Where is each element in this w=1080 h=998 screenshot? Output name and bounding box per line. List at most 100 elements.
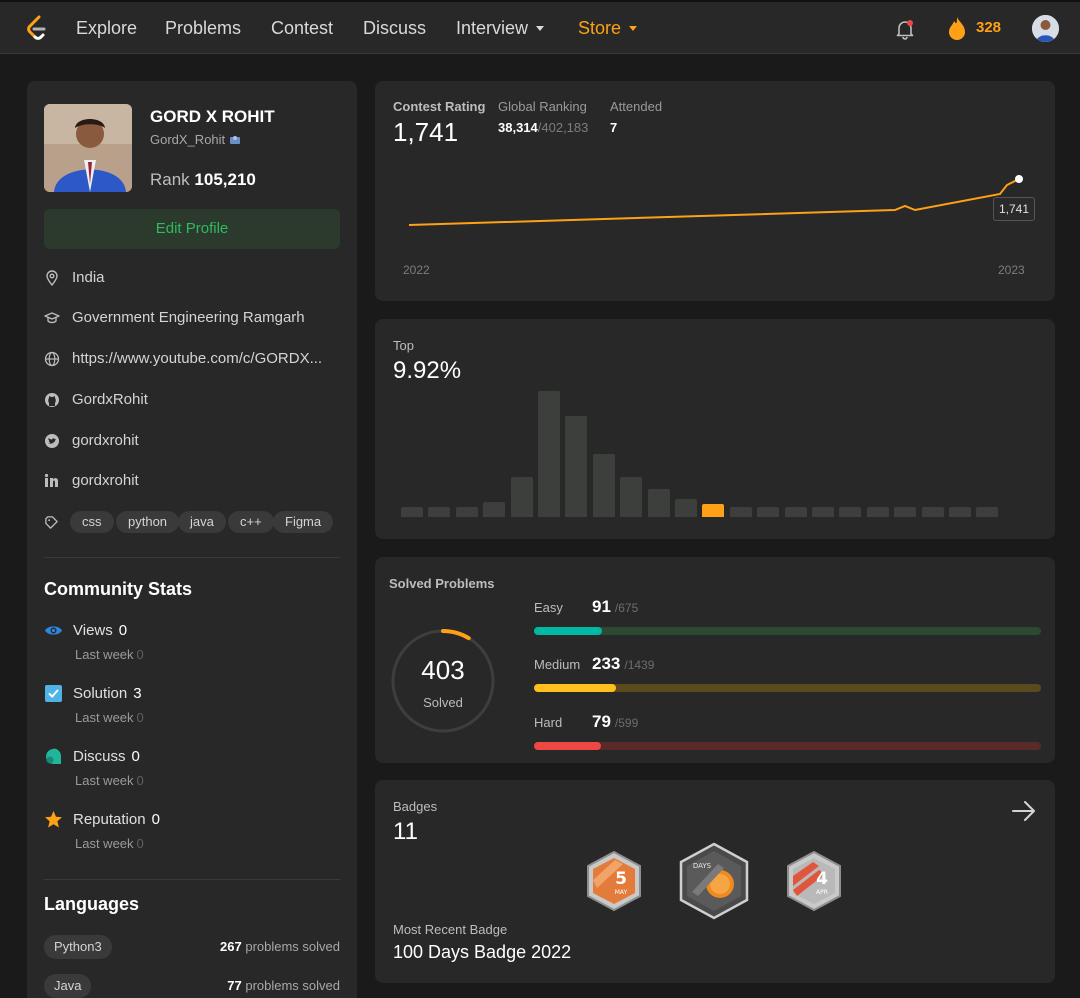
skill-tag[interactable]: python — [116, 511, 180, 533]
twitter-icon — [45, 434, 59, 448]
histogram-bar[interactable] — [401, 507, 423, 517]
nav-store-label: Store — [578, 18, 622, 38]
histogram-bar[interactable] — [839, 507, 862, 517]
twitter-link[interactable]: gordxrohit — [72, 432, 139, 449]
hard-label: Hard — [534, 715, 563, 730]
solved-problems-card: Solved Problems 403 Solved Easy 91/675 M… — [375, 557, 1055, 763]
location-pin-icon — [46, 270, 58, 286]
histogram-bar[interactable] — [812, 507, 834, 517]
top-percentage-card: Top 9.92% — [375, 319, 1055, 539]
histogram-bar[interactable] — [647, 489, 670, 517]
100-days-badge-text: DAYS — [693, 862, 712, 870]
hard-progress-track — [534, 742, 1041, 750]
reputation-last-week: Last week 0 — [75, 836, 144, 851]
medium-solved: 233 — [592, 654, 621, 673]
bell-icon[interactable] — [894, 18, 916, 40]
views-sub-value: 0 — [136, 647, 144, 662]
language-tag[interactable]: Java — [44, 974, 92, 998]
nav-contest[interactable]: Contest — [271, 18, 334, 38]
skill-tag[interactable]: Figma — [273, 511, 334, 533]
rating-tooltip: 1,741 — [993, 197, 1035, 221]
hard-count: 79/599 — [592, 712, 638, 732]
100-days-badge-icon[interactable]: DAYS — [678, 842, 750, 920]
histogram-bar[interactable] — [428, 507, 451, 517]
arrow-right-icon[interactable] — [1011, 800, 1037, 822]
top-label: Top — [393, 338, 414, 353]
histogram-bar[interactable] — [784, 507, 807, 517]
histogram-bar[interactable] — [675, 499, 697, 517]
easy-solved: 91 — [592, 597, 611, 616]
graduation-cap-icon — [44, 312, 60, 324]
linkedin-link[interactable]: gordxrohit — [72, 472, 139, 489]
leetcode-logo-icon[interactable] — [22, 14, 50, 42]
histogram-bar[interactable] — [565, 416, 588, 517]
avatar[interactable] — [1032, 15, 1059, 42]
histogram-bar[interactable] — [510, 477, 533, 517]
profile-card: GORD X ROHIT GordX_Rohit Rank 105,210 Ed… — [27, 81, 357, 998]
eye-icon — [45, 626, 62, 635]
histogram-bar[interactable] — [894, 507, 917, 517]
streak-count[interactable]: 328 — [976, 19, 1002, 36]
java-count: 77 — [227, 978, 242, 993]
easy-progress-fill — [534, 627, 603, 635]
medium-progress-track — [534, 684, 1041, 692]
edit-profile-button[interactable]: Edit Profile — [44, 209, 340, 249]
rank-label: Rank — [150, 170, 190, 189]
histogram-bar[interactable] — [620, 477, 643, 517]
rating-point[interactable] — [1015, 175, 1023, 183]
language-tag[interactable]: Python3 — [44, 935, 112, 959]
nav-explore[interactable]: Explore — [76, 18, 138, 38]
histogram-bar[interactable] — [921, 507, 944, 517]
skill-tag[interactable]: java — [178, 511, 226, 533]
rating-line-chart[interactable] — [375, 81, 1055, 301]
histogram-bar[interactable] — [729, 507, 752, 517]
solution-last-week: Last week 0 — [75, 710, 144, 725]
histogram-bar[interactable] — [592, 454, 615, 517]
nav-discuss[interactable]: Discuss — [363, 18, 427, 38]
may-badge-number: 5 — [615, 869, 627, 889]
global-ranking-value: 38,314/402,183 — [498, 120, 588, 135]
histogram-bar[interactable] — [455, 507, 478, 517]
discuss-sub-value: 0 — [136, 773, 144, 788]
top-nav: Explore Problems Contest Discuss Intervi… — [0, 0, 1080, 54]
website-link[interactable]: https://www.youtube.com/c/GORDX... — [72, 350, 323, 367]
tag-icon — [45, 516, 58, 529]
nav-problems[interactable]: Problems — [165, 18, 242, 38]
histogram-bar[interactable] — [866, 507, 889, 517]
stat-discuss-label: Discuss 0 — [73, 748, 140, 765]
discuss-value: 0 — [131, 748, 140, 765]
solution-label: Solution — [73, 685, 128, 702]
histogram-bar[interactable] — [483, 502, 506, 517]
badges-card: Badges 11 5 MAY DAYS 4 APR Most Recent B… — [375, 780, 1055, 983]
histogram-bar-current[interactable] — [702, 504, 725, 517]
histogram-bar[interactable] — [976, 507, 999, 517]
skill-tag[interactable]: css — [70, 511, 114, 533]
github-link[interactable]: GordxRohit — [72, 391, 148, 408]
school-text: Government Engineering Ramgarh — [72, 309, 305, 326]
nav-interview[interactable]: Interview — [456, 18, 545, 39]
solved-progress-arc — [391, 629, 495, 733]
profile-handle-text: GordX_Rohit — [150, 132, 226, 147]
reputation-label: Reputation — [73, 811, 146, 828]
checkbox-icon — [45, 685, 62, 702]
histogram-bar[interactable] — [757, 507, 780, 517]
skill-tag[interactable]: c++ — [228, 511, 274, 533]
fire-icon[interactable] — [946, 16, 968, 42]
views-label: Views — [73, 622, 113, 639]
badges-label: Badges — [393, 799, 438, 814]
nav-store[interactable]: Store — [578, 18, 638, 39]
hard-total: /599 — [614, 716, 639, 730]
reputation-sub-label: Last week — [75, 836, 134, 851]
histogram-bar[interactable] — [949, 507, 971, 517]
divider — [44, 879, 340, 880]
stat-views-label: Views 0 — [73, 622, 127, 639]
may-badge-icon[interactable]: 5 MAY — [585, 850, 643, 912]
medium-progress-fill — [534, 684, 617, 692]
globe-icon — [44, 351, 60, 367]
rating-distribution-histogram[interactable] — [375, 319, 1055, 539]
profile-rank: Rank 105,210 — [150, 170, 256, 190]
solved-total-label: Solved — [423, 695, 463, 710]
histogram-bar[interactable] — [538, 391, 560, 517]
apr-badge-icon[interactable]: 4 APR — [785, 850, 843, 912]
stat-solution-label: Solution 3 — [73, 685, 142, 702]
